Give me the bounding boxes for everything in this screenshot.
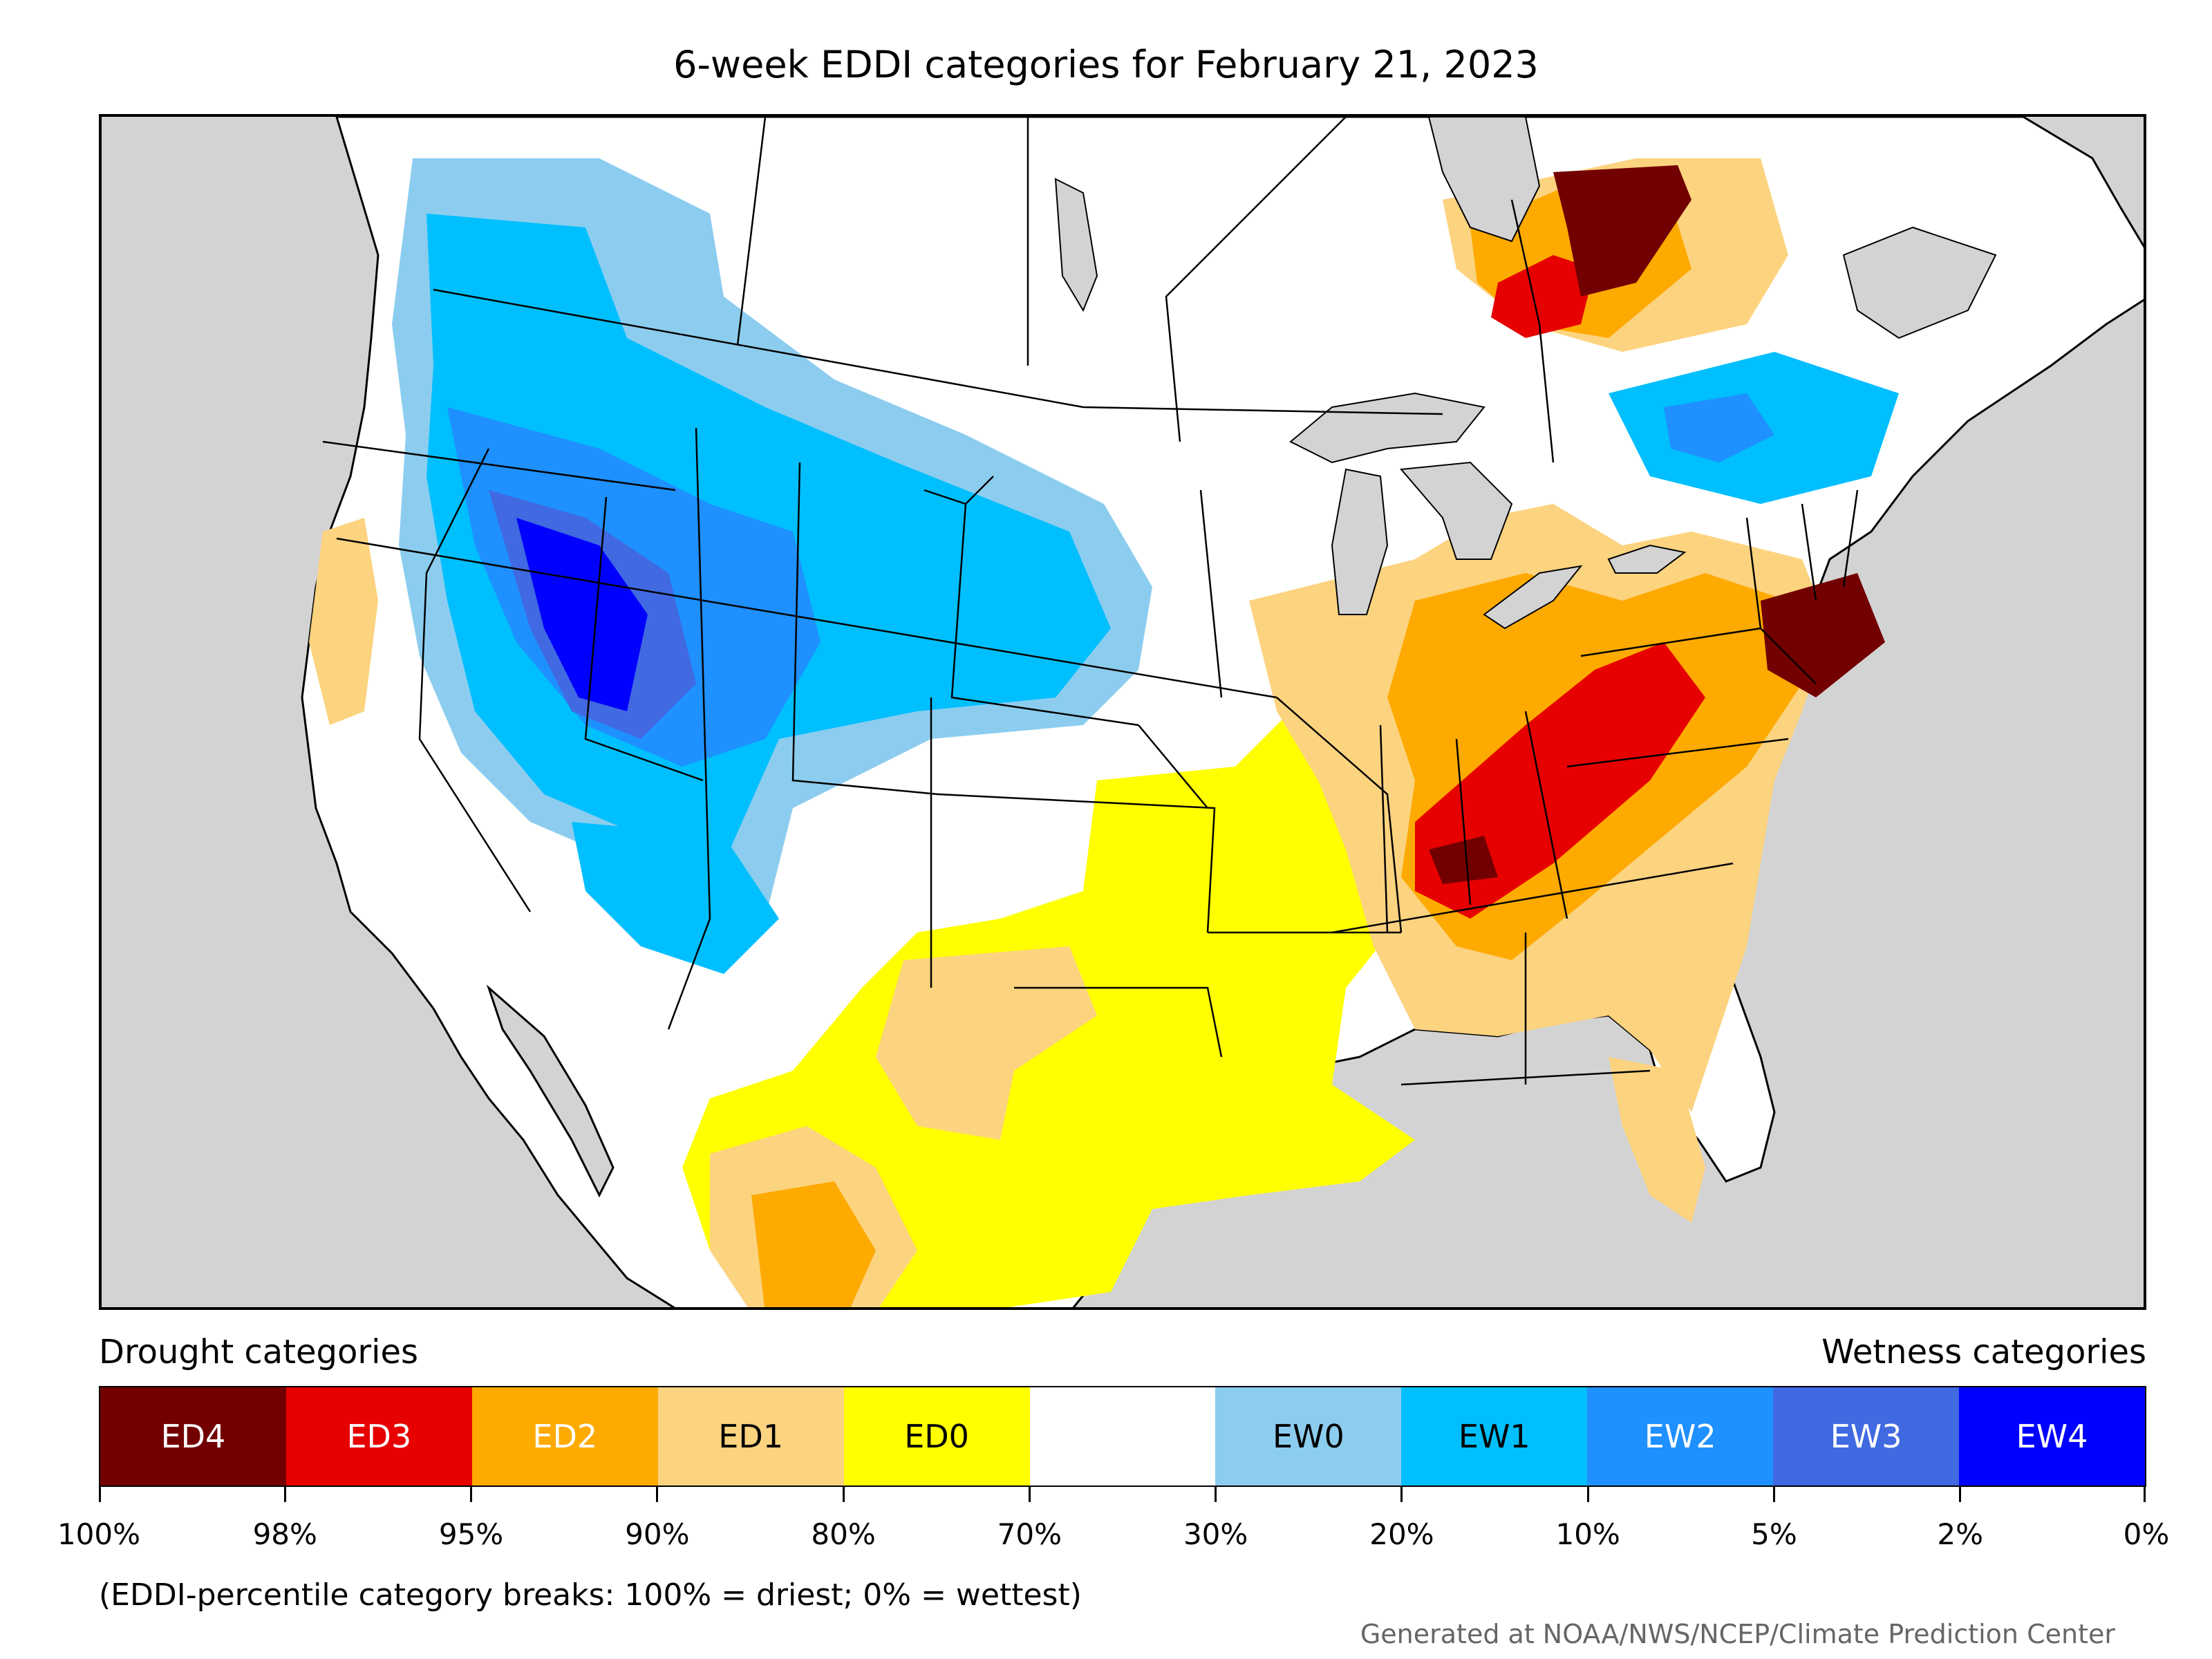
tick-label-20: 20%	[1369, 1517, 1434, 1551]
dry-ed1-texas	[876, 946, 1097, 1140]
category-breaks-note: (EDDI-percentile category breaks: 100% =…	[99, 1577, 1082, 1613]
wet-region-ew4-west	[516, 518, 648, 711]
colorbar-ticks	[99, 1487, 2146, 1503]
tick-label-95: 95%	[438, 1517, 504, 1551]
colorbar-segment-ed2: ED2	[471, 1387, 658, 1485]
tick-label-90: 90%	[625, 1517, 690, 1551]
colorbar-segment-normal	[1029, 1387, 1216, 1485]
dry-ed4-quebec	[1553, 165, 1691, 297]
colorbar-segment-ed4: ED4	[100, 1387, 286, 1485]
dry-ed4-new-england	[1761, 573, 1885, 697]
colorbar-tick	[99, 1487, 101, 1502]
tick-label-2: 2%	[1937, 1517, 1984, 1551]
wet-region-southwest	[572, 822, 779, 974]
political-boundaries	[322, 117, 1859, 1086]
colorbar-segment-ew4: EW4	[1959, 1387, 2145, 1485]
colorbar-segment-ew2: EW2	[1587, 1387, 1774, 1485]
colorbar-tick	[1028, 1487, 1031, 1502]
dry-ed4-kentucky	[1429, 836, 1498, 884]
colorbar-tick	[656, 1487, 659, 1502]
colorbar-segment-ew3: EW3	[1773, 1387, 1960, 1485]
gulf-of-california	[486, 984, 615, 1198]
lake-michigan	[1331, 468, 1389, 615]
tick-label-5: 5%	[1751, 1517, 1797, 1551]
hudson-bay-south	[1427, 117, 1541, 243]
map-canvas	[301, 117, 2144, 1307]
tick-label-80: 80%	[811, 1517, 876, 1551]
colorbar-tick	[283, 1487, 286, 1502]
category-colorbar: ED4 ED3 ED2 ED1 ED0 EW0 EW1 EW2 EW3 EW4	[99, 1386, 2146, 1487]
tick-label-30: 30%	[1183, 1517, 1248, 1551]
colorbar-segment-ew1: EW1	[1401, 1387, 1588, 1485]
tick-label-0: 0%	[2123, 1517, 2170, 1551]
tick-label-100: 100%	[57, 1517, 141, 1551]
colorbar-segment-ew0: EW0	[1215, 1387, 1402, 1485]
tick-label-70: 70%	[997, 1517, 1062, 1551]
colorbar-tick	[1586, 1487, 1589, 1502]
tick-label-10: 10%	[1555, 1517, 1620, 1551]
lake-erie	[1483, 565, 1583, 630]
colorbar-tick	[1400, 1487, 1403, 1502]
colorbar-tick	[470, 1487, 473, 1502]
eddi-map	[99, 114, 2146, 1310]
tick-label-98: 98%	[252, 1517, 317, 1551]
colorbar-tick	[842, 1487, 845, 1502]
wetness-categories-heading: Wetness categories	[1821, 1333, 2146, 1371]
colorbar-segment-ed0: ED0	[843, 1387, 1030, 1485]
colorbar-tick	[1959, 1487, 1962, 1502]
dry-ed3-ontario	[1491, 255, 1595, 338]
lake-winnipeg	[1054, 178, 1098, 312]
colorbar-segment-ed3: ED3	[285, 1387, 472, 1485]
wet-region-northeast-core	[1664, 393, 1774, 462]
colorbar-tick	[2143, 1487, 2146, 1502]
lake-superior	[1289, 392, 1485, 464]
colorbar-tick	[1215, 1487, 1217, 1502]
drought-categories-heading: Drought categories	[99, 1333, 418, 1371]
colorbar-segment-ed1: ED1	[657, 1387, 844, 1485]
dry-ed1-pacific-coast	[309, 518, 378, 725]
dry-ed1-florida	[1609, 1057, 1705, 1223]
lake-ontario	[1607, 544, 1687, 574]
dry-ed2-mexico	[751, 1181, 876, 1307]
colorbar-tick	[1772, 1487, 1775, 1502]
lake-huron	[1399, 461, 1513, 560]
map-title: 6-week EDDI categories for February 21, …	[673, 43, 1539, 86]
gulf-of-st-lawrence	[1842, 226, 1997, 339]
credit-line: Generated at NOAA/NWS/NCEP/Climate Predi…	[1360, 1619, 2115, 1649]
